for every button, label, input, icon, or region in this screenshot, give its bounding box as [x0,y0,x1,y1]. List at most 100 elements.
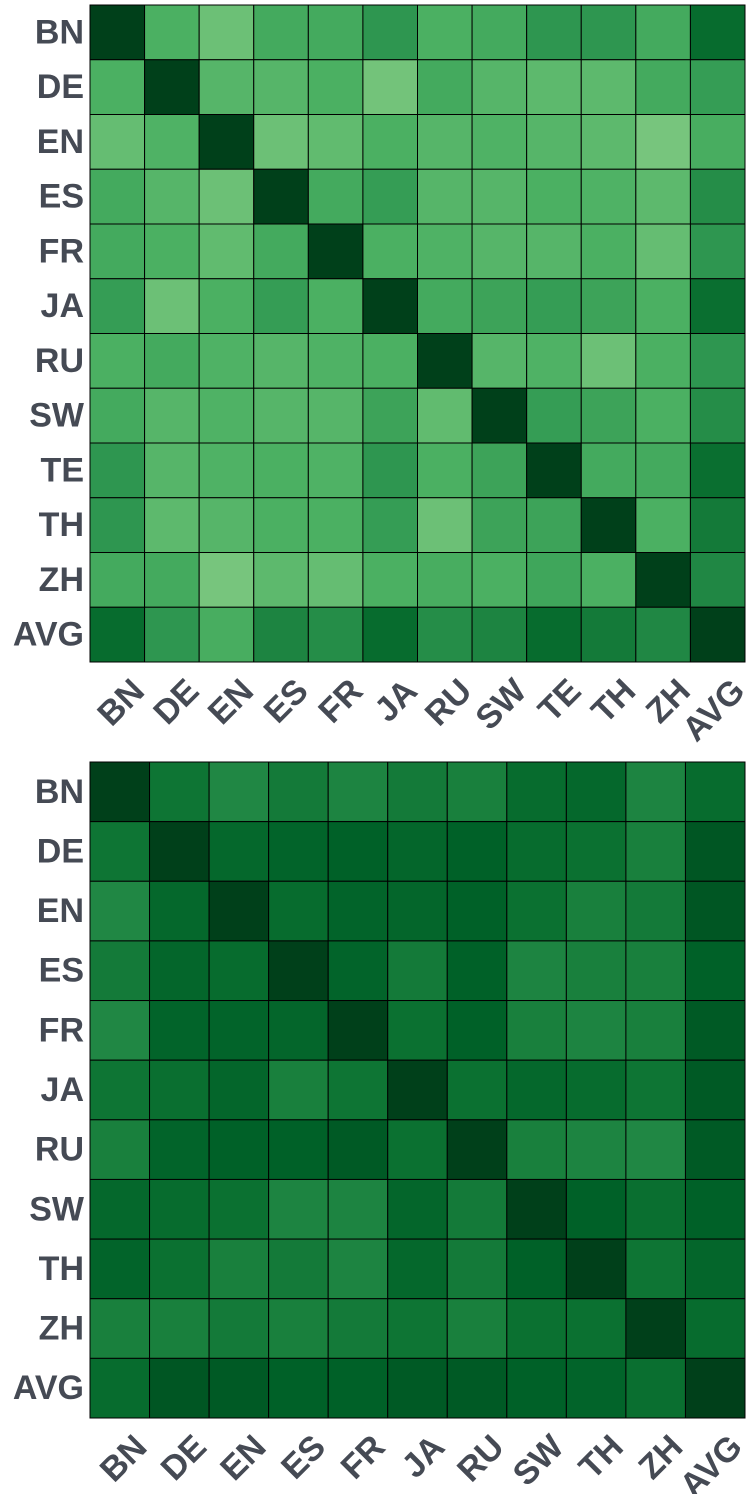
y-tick-label: ZH [39,561,84,599]
heatmap-cell [526,168,582,225]
heatmap-cell [89,497,146,553]
heatmap-cell [446,1238,508,1300]
heatmap-cell [689,114,746,170]
heatmap-cell [625,761,686,823]
heatmap-cell [89,761,151,823]
heatmap-cell [506,761,567,823]
heatmap-cell [89,114,146,170]
heatmap-cell [89,223,146,280]
heatmap-cell [417,333,473,389]
heatmap-cell [327,1059,389,1121]
heatmap-cell [253,387,309,444]
heatmap-cell [149,1119,210,1180]
heatmap-cell [307,114,364,170]
heatmap-cell [689,497,746,553]
heatmap-cell [625,1357,686,1419]
heatmap-cell [144,114,200,170]
x-tick-label: SW [506,1427,572,1493]
heatmap-cell [471,223,528,280]
heatmap-cell [565,761,627,823]
heatmap-cell [208,1000,270,1061]
heatmap-cell [471,168,528,225]
heatmap-cell [208,1119,270,1180]
heatmap-cell [149,1000,210,1061]
heatmap-cell [144,442,200,499]
heatmap-cell [635,442,691,499]
heatmap-cell [625,1238,686,1300]
y-tick-label: ZH [39,1310,84,1348]
heatmap-cell [268,880,329,942]
heatmap-cell [198,387,255,444]
heatmap-cell [625,940,686,1002]
heatmap-cell [580,278,637,334]
heatmap-cell [387,940,448,1002]
heatmap-cell [446,1000,508,1061]
heatmap-cell [144,168,200,225]
heatmap-cell [580,442,637,499]
y-tick-label: FR [39,232,84,270]
heatmap-cell [149,1357,210,1419]
heatmap-cell [565,1059,627,1121]
heatmap-cell [149,821,210,882]
heatmap-cell [565,1238,627,1300]
heatmap-cell [387,1178,448,1240]
heatmap-cell [417,59,473,115]
heatmap-cell [208,761,270,823]
heatmap-cell [149,1178,210,1240]
heatmap-cell [268,761,329,823]
heatmap-cell [625,1119,686,1180]
heatmap-cell [253,278,309,334]
heatmap-cell [580,59,637,115]
heatmap-cell [526,223,582,280]
heatmap-cell [198,4,255,61]
heatmap-cell [684,1238,746,1300]
heatmap-cell [625,821,686,882]
heatmap-cell [565,1298,627,1359]
heatmap-cell [253,59,309,115]
heatmap-cell [268,1059,329,1121]
heatmap-cell [506,1357,567,1419]
heatmap-cell [471,497,528,553]
heatmap-cell [684,1000,746,1061]
heatmap-cell [684,940,746,1002]
heatmap-cell [684,1178,746,1240]
heatmap-cell [526,387,582,444]
heatmap-cell [635,4,691,61]
heatmap-cell [362,497,418,553]
heatmap-cell [327,1238,389,1300]
heatmap-cell [689,59,746,115]
heatmap-cell [446,821,508,882]
heatmap-cell [327,821,389,882]
heatmap-cell [684,821,746,882]
heatmap-cell [471,552,528,608]
heatmap-cell [362,278,418,334]
heatmap-cell [635,333,691,389]
y-tick-label: EN [37,892,84,930]
heatmap-cell [565,1119,627,1180]
x-tick-label: RU [418,672,480,734]
y-tick-label: ES [39,178,84,216]
heatmap-cell [387,821,448,882]
heatmap-cell [635,606,691,663]
heatmap-cell [327,1119,389,1180]
heatmap-cell [506,940,567,1002]
x-tick-label: BN [93,1428,155,1490]
heatmap-cell [526,114,582,170]
heatmap-cell [387,1357,448,1419]
heatmap-cell [526,278,582,334]
heatmap-cell [417,114,473,170]
heatmap-cell [149,1238,210,1300]
heatmap-cell [506,1000,567,1061]
heatmap-cell [446,1059,508,1121]
heatmap-cell [144,606,200,663]
heatmap-cell [89,59,146,115]
heatmap-cell [580,114,637,170]
heatmap-cell [307,59,364,115]
heatmap-cell [446,940,508,1002]
heatmap-cell [446,1298,508,1359]
heatmap-cell [198,606,255,663]
heatmap-cell [307,278,364,334]
heatmap-cell [89,940,151,1002]
heatmap-cell [580,387,637,444]
heatmap-cell [506,1298,567,1359]
